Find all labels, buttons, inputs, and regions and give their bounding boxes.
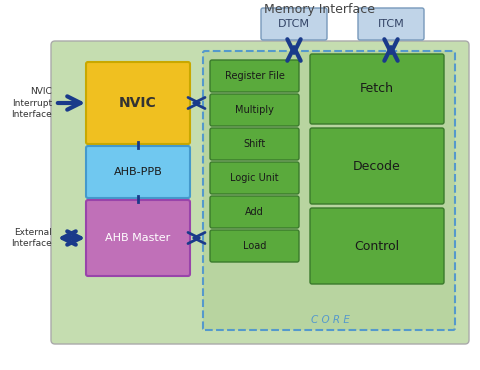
Text: Control: Control — [354, 239, 399, 252]
FancyBboxPatch shape — [210, 230, 299, 262]
Text: Logic Unit: Logic Unit — [230, 173, 279, 183]
FancyBboxPatch shape — [210, 196, 299, 228]
FancyBboxPatch shape — [310, 54, 444, 124]
Text: Load: Load — [243, 241, 266, 251]
FancyBboxPatch shape — [210, 60, 299, 92]
Text: NVIC: NVIC — [119, 96, 157, 110]
Text: Decode: Decode — [353, 159, 401, 172]
FancyBboxPatch shape — [203, 51, 455, 330]
Text: Register File: Register File — [225, 71, 285, 81]
Text: ITCM: ITCM — [378, 19, 404, 29]
Text: C O R E: C O R E — [311, 315, 349, 325]
FancyBboxPatch shape — [210, 94, 299, 126]
FancyBboxPatch shape — [51, 41, 469, 344]
FancyBboxPatch shape — [358, 8, 424, 40]
FancyBboxPatch shape — [310, 208, 444, 284]
Text: NVIC
Interrupt
Interface: NVIC Interrupt Interface — [11, 87, 52, 119]
FancyBboxPatch shape — [210, 128, 299, 160]
FancyBboxPatch shape — [310, 128, 444, 204]
FancyBboxPatch shape — [86, 200, 190, 276]
Text: Memory Interface: Memory Interface — [264, 3, 375, 17]
Text: AHB-PPB: AHB-PPB — [114, 167, 162, 177]
FancyBboxPatch shape — [210, 162, 299, 194]
Text: Shift: Shift — [243, 139, 265, 149]
FancyBboxPatch shape — [261, 8, 327, 40]
Text: External
Interface: External Interface — [11, 228, 52, 248]
FancyBboxPatch shape — [86, 62, 190, 144]
Text: DTCM: DTCM — [278, 19, 310, 29]
Text: AHB Master: AHB Master — [106, 233, 170, 243]
Text: Add: Add — [245, 207, 264, 217]
FancyBboxPatch shape — [86, 146, 190, 198]
Text: Fetch: Fetch — [360, 83, 394, 95]
Text: Multiply: Multiply — [235, 105, 274, 115]
